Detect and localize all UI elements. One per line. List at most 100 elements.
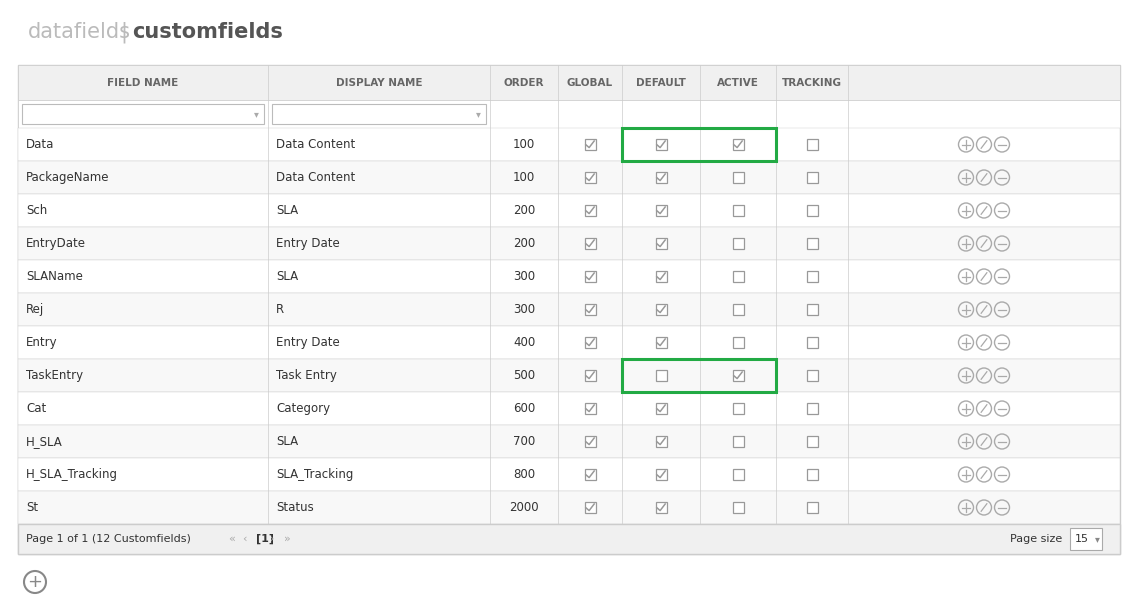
Bar [18,194,1120,227]
Text: GLOBAL: GLOBAL [567,77,613,87]
Text: 300: 300 [513,303,535,316]
Text: 500: 500 [513,369,535,382]
Text: 600: 600 [513,402,535,415]
Text: datafields: datafields [27,22,131,42]
Text: »: » [283,534,290,544]
Bar [807,238,817,249]
Text: ORDER: ORDER [504,77,544,87]
Text: 2000: 2000 [509,501,538,514]
Bar [622,128,776,161]
Bar [18,491,1120,524]
Text: Entry Date: Entry Date [275,336,339,349]
Text: 100: 100 [513,171,535,184]
Text: 800: 800 [513,468,535,481]
Bar [18,392,1120,425]
Bar [584,337,596,348]
Bar [733,502,743,513]
Text: Category: Category [275,402,330,415]
Text: Task Entry: Task Entry [275,369,337,382]
Bar [18,425,1120,458]
Bar [807,139,817,150]
Text: Status: Status [275,501,313,514]
Bar [733,238,743,249]
Text: Sch: Sch [26,204,47,217]
Text: TaskEntry: TaskEntry [26,369,83,382]
Text: ▾: ▾ [254,109,258,119]
Bar [655,403,666,414]
Text: Rej: Rej [26,303,45,316]
Bar [584,205,596,216]
Text: Data Content: Data Content [275,171,355,184]
Bar [807,205,817,216]
Text: H_SLA: H_SLA [26,435,63,448]
Bar [622,359,776,392]
Bar [733,304,743,315]
Bar [584,139,596,150]
Text: SLA: SLA [275,204,298,217]
Bar [584,304,596,315]
Bar [733,403,743,414]
Text: TRACKING: TRACKING [782,77,842,87]
Bar [584,370,596,381]
Bar [584,502,596,513]
Text: ▾: ▾ [1095,534,1100,544]
Bar [807,271,817,282]
Text: [1]: [1] [256,534,274,544]
Text: |: | [120,21,127,43]
Bar [18,161,1120,194]
Text: SLA: SLA [275,435,298,448]
Text: Data: Data [26,138,55,151]
Text: SLA_Tracking: SLA_Tracking [275,468,353,481]
Bar [22,104,264,124]
Text: 400: 400 [513,336,535,349]
Bar [18,293,1120,326]
Bar [18,128,1120,161]
Bar [655,469,666,480]
Bar [807,436,817,447]
Text: 100: 100 [513,138,535,151]
Text: Cat: Cat [26,402,46,415]
Bar [18,260,1120,293]
Text: 300: 300 [513,270,535,283]
Text: Entry: Entry [26,336,57,349]
Bar [18,326,1120,359]
Bar [655,205,666,216]
Bar [18,100,1120,128]
Text: PackageName: PackageName [26,171,110,184]
Text: R: R [275,303,285,316]
Bar [733,436,743,447]
Bar [18,65,1120,554]
Text: DISPLAY NAME: DISPLAY NAME [336,77,422,87]
Bar [733,469,743,480]
Bar [584,172,596,183]
Bar [733,271,743,282]
Bar [807,304,817,315]
Bar [733,337,743,348]
Bar [584,436,596,447]
Bar [807,370,817,381]
Bar [1070,528,1102,550]
Bar [655,436,666,447]
Bar [18,359,1120,392]
Bar [807,172,817,183]
Bar [655,502,666,513]
Bar [807,502,817,513]
Bar [584,271,596,282]
Text: EntryDate: EntryDate [26,237,86,250]
Text: Data Content: Data Content [275,138,355,151]
Text: 700: 700 [513,435,535,448]
Text: 15: 15 [1076,534,1089,544]
Bar [807,337,817,348]
Bar [655,337,666,348]
Text: SLAName: SLAName [26,270,83,283]
Bar [807,469,817,480]
Text: SLA: SLA [275,270,298,283]
Text: customfields: customfields [131,22,282,42]
Bar [655,172,666,183]
Bar [18,65,1120,100]
Text: «: « [227,534,234,544]
Bar [655,139,666,150]
Text: FIELD NAME: FIELD NAME [107,77,178,87]
Text: DEFAULT: DEFAULT [636,77,686,87]
Text: +: + [27,573,42,591]
